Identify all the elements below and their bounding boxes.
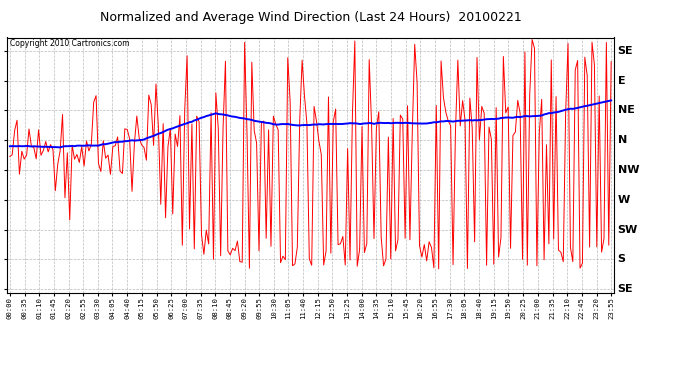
- Text: Normalized and Average Wind Direction (Last 24 Hours)  20100221: Normalized and Average Wind Direction (L…: [99, 11, 522, 24]
- Text: S: S: [618, 254, 626, 264]
- Text: E: E: [618, 75, 625, 86]
- Text: SE: SE: [618, 46, 633, 56]
- Text: W: W: [618, 195, 630, 205]
- Text: SE: SE: [618, 284, 633, 294]
- Text: Copyright 2010 Cartronics.com: Copyright 2010 Cartronics.com: [10, 39, 130, 48]
- Text: NE: NE: [618, 105, 634, 116]
- Text: NW: NW: [618, 165, 639, 175]
- Text: N: N: [618, 135, 627, 145]
- Text: SW: SW: [618, 225, 638, 235]
